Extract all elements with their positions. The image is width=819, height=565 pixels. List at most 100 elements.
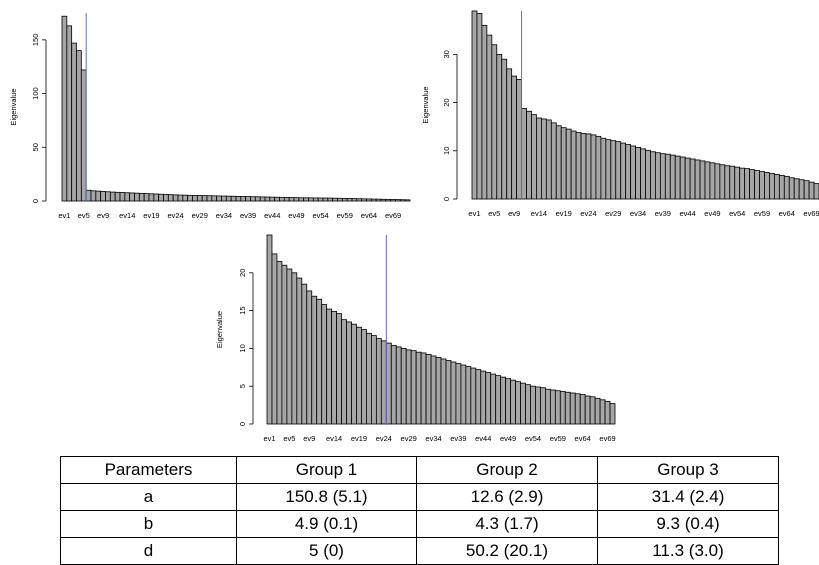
bar-ev35 — [640, 148, 646, 200]
x-tick-label-ev54: ev54 — [729, 209, 745, 218]
bar-ev9 — [306, 290, 313, 425]
bar-ev28 — [192, 195, 198, 202]
bar-ev31 — [206, 195, 213, 202]
bar-ev70 — [813, 183, 819, 200]
bar-ev42 — [470, 367, 477, 425]
bar-ev21 — [158, 193, 164, 202]
bar-ev5 — [286, 268, 293, 425]
y-tick-label: 15 — [238, 306, 247, 314]
bar-ev30 — [615, 141, 622, 200]
x-tick-label-ev5: ev5 — [488, 209, 500, 218]
bar-ev2 — [476, 13, 483, 200]
table-cell: 12.6 (2.9) — [416, 483, 598, 511]
x-tick-label-ev9: ev9 — [508, 209, 520, 218]
bar-ev33 — [630, 145, 636, 200]
bar-ev12 — [526, 110, 532, 200]
bar-ev33 — [425, 354, 432, 425]
y-tick-label: 20 — [238, 269, 247, 277]
bar-ev29 — [196, 195, 203, 202]
bar-ev27 — [395, 346, 402, 425]
bar-ev71 — [399, 199, 406, 202]
bar-ev34 — [221, 195, 227, 202]
bar-ev65 — [370, 198, 377, 202]
x-tick-label-ev1: ev1 — [58, 211, 70, 220]
bar-ev20 — [153, 193, 160, 202]
table-cell-parameter: a — [60, 483, 237, 511]
bar-ev23 — [375, 338, 382, 425]
bar-ev27 — [187, 194, 193, 202]
bar-ev56 — [540, 387, 546, 425]
bar-ev18 — [351, 323, 357, 425]
bar-ev5 — [80, 69, 87, 202]
bar-ev10 — [311, 295, 318, 425]
bar-ev57 — [544, 388, 551, 425]
x-tick-label-ev34: ev34 — [425, 434, 441, 443]
bar-ev24 — [585, 133, 592, 200]
bar-ev57 — [749, 169, 755, 200]
bar-ev12 — [321, 304, 328, 425]
bar-ev2 — [271, 253, 278, 425]
bar-ev36 — [230, 195, 237, 202]
bar-ev12 — [114, 191, 121, 202]
bar-ev18 — [143, 193, 150, 202]
bar-ev14 — [331, 310, 337, 425]
bar-ev40 — [460, 364, 467, 425]
bar-ev18 — [555, 125, 562, 200]
bar-ev15 — [541, 118, 547, 200]
bar-ev26 — [595, 135, 602, 200]
bar-ev16 — [545, 119, 552, 200]
bar-ev42 — [674, 155, 681, 200]
x-tick-label-ev14: ev14 — [531, 209, 547, 218]
bar-ev61 — [351, 198, 358, 202]
x-tick-label-ev14: ev14 — [326, 434, 342, 443]
bar-ev56 — [744, 168, 751, 200]
bar-ev25 — [590, 134, 597, 200]
y-axis-label: Eigenvalue — [9, 88, 18, 125]
x-tick-label-ev64: ev64 — [779, 209, 795, 218]
bar-ev20 — [361, 329, 367, 425]
bar-ev41 — [465, 366, 472, 425]
bar-ev66 — [589, 396, 596, 425]
x-tick-label-ev69: ev69 — [803, 209, 819, 218]
x-tick-label-ev9: ev9 — [97, 211, 109, 220]
bar-ev54 — [317, 197, 324, 202]
bar-ev52 — [308, 197, 314, 202]
bar-ev21 — [366, 332, 372, 425]
bar-ev52 — [520, 382, 526, 425]
bar-ev21 — [570, 130, 577, 200]
bar-ev31 — [620, 142, 627, 200]
bar-ev1 — [61, 15, 68, 202]
y-tick-label: 30 — [442, 50, 451, 58]
bar-ev68 — [385, 198, 392, 202]
bar-ev44 — [480, 370, 487, 425]
bar-ev56 — [327, 197, 334, 202]
bar-ev51 — [719, 164, 726, 200]
x-tick-label-ev29: ev29 — [192, 211, 208, 220]
bar-ev22 — [163, 194, 169, 202]
x-tick-label-ev29: ev29 — [605, 209, 621, 218]
x-tick-label-ev44: ev44 — [475, 434, 491, 443]
bar-ev26 — [182, 194, 189, 202]
bar-ev15 — [336, 313, 342, 425]
bar-ev35 — [435, 357, 442, 425]
x-tick-label-ev59: ev59 — [337, 211, 353, 220]
bar-ev13 — [119, 192, 126, 202]
parameters-table: Parameters Group 1 Group 2 Group 3 a 150… — [60, 456, 779, 565]
table-row: d 5 (0) 50.2 (20.1) 11.3 (3.0) — [60, 537, 779, 565]
bar-ev54 — [530, 385, 536, 425]
bar-ev59 — [341, 198, 348, 202]
bar-ev35 — [225, 195, 232, 202]
bar-ev39 — [659, 153, 666, 200]
table-cell-parameter: b — [60, 510, 237, 538]
table-cell: 9.3 (0.4) — [597, 510, 779, 538]
table-cell: 31.4 (2.4) — [597, 483, 779, 511]
table-cell: 50.2 (20.1) — [416, 537, 598, 565]
bar-ev28 — [605, 139, 612, 200]
bar-ev44 — [269, 196, 276, 202]
bar-ev41 — [254, 196, 261, 202]
bar-ev50 — [510, 379, 516, 425]
bar-ev34 — [635, 147, 641, 200]
bar-ev60 — [346, 198, 353, 202]
bar-ev31 — [415, 351, 422, 425]
bar-ev60 — [764, 172, 770, 200]
